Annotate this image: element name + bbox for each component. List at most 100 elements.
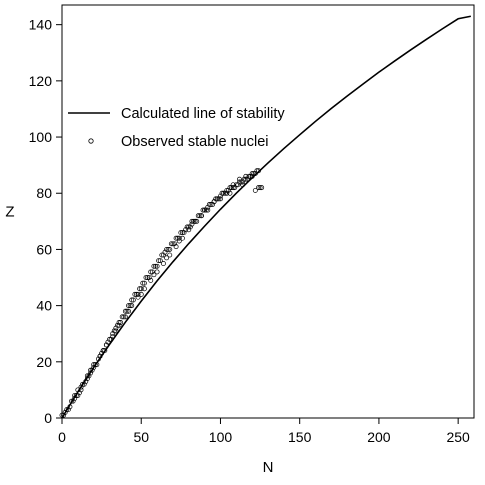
nucleus-point (197, 213, 203, 219)
nucleus-point (252, 187, 258, 193)
nucleus-point (259, 185, 265, 191)
nucleus-point (156, 258, 162, 264)
nucleus-point (115, 322, 120, 328)
nucleus-point (105, 339, 111, 345)
nucleus-point (243, 173, 249, 179)
nucleus-point (225, 187, 231, 193)
nucleus-point (122, 308, 128, 314)
nucleus-point (213, 196, 219, 202)
x-tick-label: 200 (367, 429, 391, 445)
nucleus-point (216, 196, 222, 202)
nucleus-point (179, 230, 185, 236)
nucleus-point (110, 331, 116, 337)
nucleus-point (151, 263, 157, 269)
nucleus-point (237, 179, 242, 185)
nucleus-point (210, 202, 215, 207)
nucleus-point (149, 269, 155, 275)
nucleus-point (222, 190, 228, 196)
nucleus-point (227, 190, 233, 196)
nucleus-point (244, 176, 250, 182)
nucleus-point (192, 218, 198, 224)
nucleus-point (218, 196, 223, 202)
nucleus-point (132, 291, 138, 297)
nucleus-point (224, 187, 230, 193)
nucleus-point (148, 277, 154, 283)
nucleus-point (137, 286, 143, 292)
nucleus-point (162, 249, 168, 255)
nucleus-point (167, 246, 173, 252)
nucleus-point (256, 185, 261, 191)
legend-point-label: Observed stable nuclei (121, 134, 269, 150)
legend: Calculated line of stability Observed st… (68, 106, 285, 150)
nucleus-point (122, 314, 128, 320)
nucleus-point (227, 185, 233, 191)
nucleus-point (240, 179, 246, 185)
nucleus-point (134, 291, 139, 297)
nucleus-point (249, 171, 255, 177)
nucleus-point (138, 286, 144, 292)
nucleus-point (219, 190, 225, 196)
nucleus-point (186, 227, 192, 233)
nucleus-point (116, 320, 122, 325)
nucleus-point (154, 263, 160, 269)
nucleus-point (164, 246, 170, 252)
nucleus-point (78, 384, 84, 390)
nucleus-point (189, 218, 195, 224)
nucleus-point (129, 297, 135, 303)
nucleus-point (205, 207, 211, 213)
nucleus-point (129, 303, 135, 309)
nucleus-point (126, 303, 132, 309)
nucleus-point (92, 362, 98, 368)
nucleus-point (146, 275, 152, 280)
nucleus-point (141, 286, 147, 292)
y-tick-label: 100 (29, 129, 53, 145)
nucleus-point (230, 182, 236, 188)
nucleus-point (241, 176, 247, 182)
nucleus-point (89, 367, 95, 373)
nucleus-point (243, 176, 249, 182)
nucleus-point (194, 218, 200, 224)
nucleus-point (113, 325, 119, 331)
nucleus-point (167, 252, 173, 258)
nucleus-point (232, 185, 238, 191)
nucleus-point (141, 280, 147, 286)
nucleus-point (200, 207, 206, 213)
x-tick-label: 250 (446, 429, 470, 445)
nucleus-point (246, 173, 252, 179)
nucleus-point (202, 207, 208, 213)
nucleus-point (195, 213, 201, 219)
nucleus-point (143, 275, 149, 280)
nucleus-point (173, 235, 179, 241)
nucleus-point (257, 185, 263, 191)
nucleus-point (198, 213, 204, 219)
y-tick-label: 80 (36, 185, 52, 201)
nucleus-point (173, 244, 179, 250)
x-axis-ticks: 0 50 100 150 200 250 (58, 418, 470, 445)
nucleus-point (168, 241, 174, 247)
plot-border (61, 4, 475, 419)
nucleus-point (205, 204, 211, 210)
nucleus-point (145, 275, 151, 280)
nucleus-point (124, 308, 130, 314)
nucleus-point (191, 218, 196, 224)
nucleus-point (121, 314, 127, 320)
nucleus-point (61, 412, 67, 418)
nucleus-point (138, 291, 144, 297)
nucleus-point (151, 272, 157, 278)
nucleus-point (153, 263, 158, 269)
nucleus-point (165, 246, 171, 252)
nucleus-point (230, 185, 236, 191)
x-axis-label: N (263, 459, 274, 476)
nucleus-point (237, 176, 242, 182)
nucleus-point (116, 322, 122, 328)
observed-stable-nuclei-points (59, 168, 265, 418)
nucleus-point (119, 314, 125, 320)
nucleus-point (126, 308, 132, 314)
nucleus-point (176, 235, 182, 241)
nucleus-point (160, 261, 166, 266)
nucleus-point (238, 179, 244, 185)
nucleus-point (224, 190, 230, 196)
nucleus-point (172, 241, 177, 247)
x-tick-label: 100 (209, 429, 233, 445)
